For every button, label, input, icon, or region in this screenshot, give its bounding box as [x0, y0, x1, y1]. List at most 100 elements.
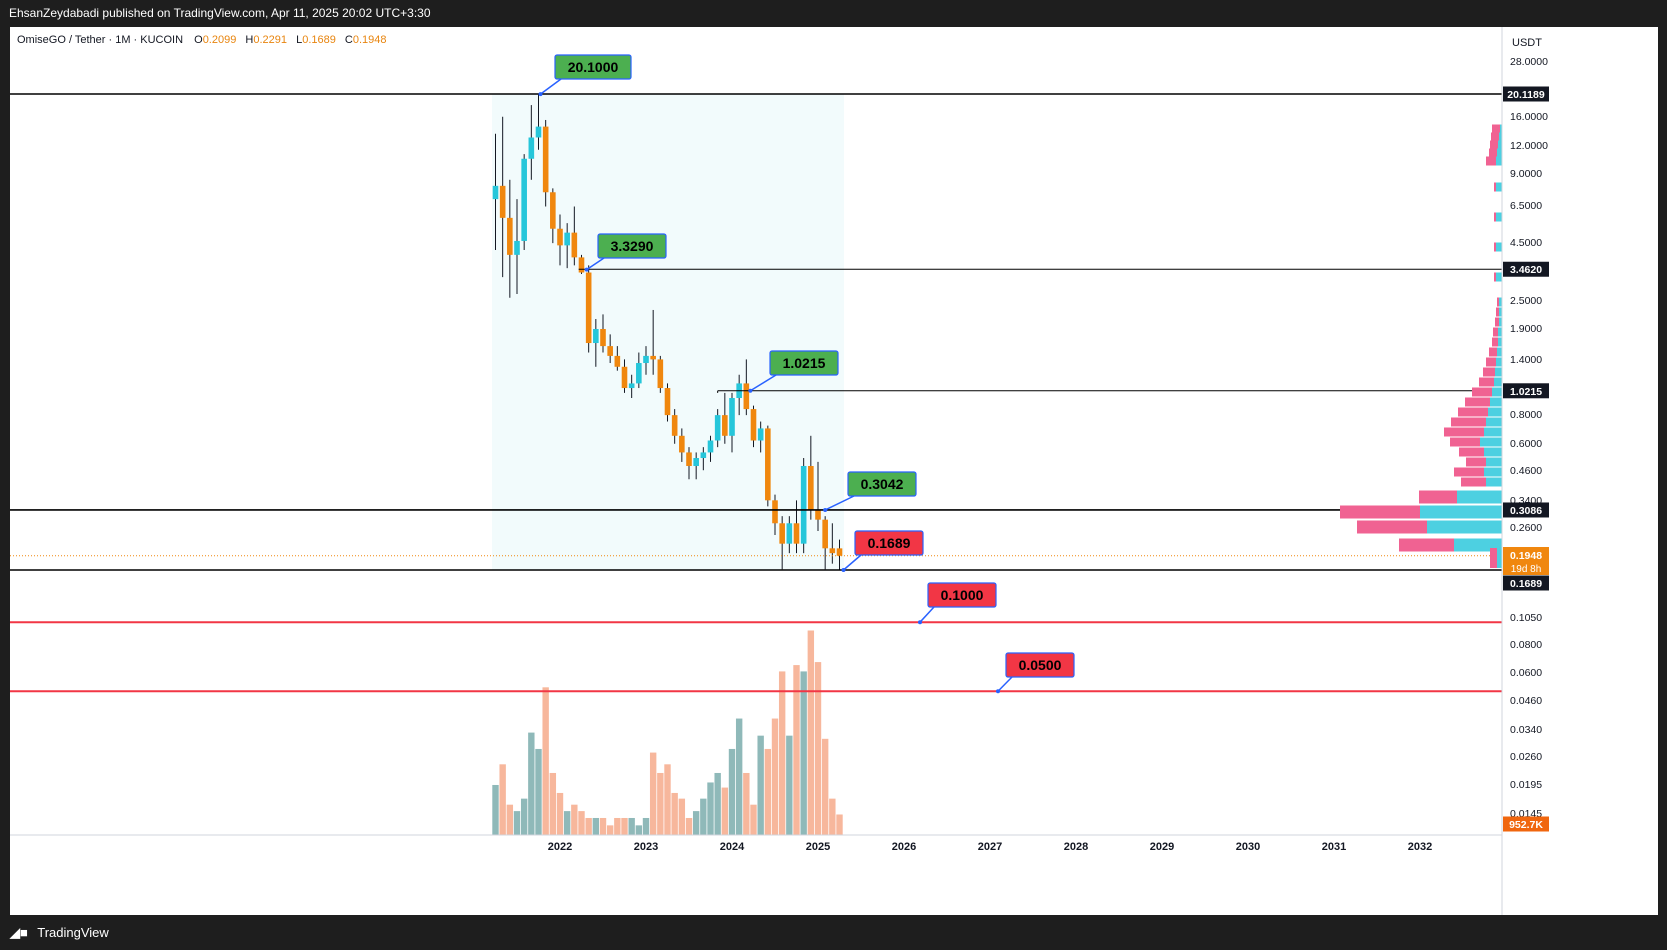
price-tick-label: 0.0195: [1510, 779, 1542, 791]
candle-body[interactable]: [722, 415, 728, 436]
candle-body[interactable]: [507, 217, 513, 255]
last-price-badge[interactable]: 0.1948 19d 8h: [1503, 547, 1549, 575]
brand-name[interactable]: TradingView: [37, 925, 109, 940]
volume-profile-cyan: [1499, 297, 1502, 307]
candle-body[interactable]: [585, 272, 592, 344]
price-tick-label: 0.0460: [1510, 695, 1542, 707]
branding-bar: ◢■ TradingView: [0, 915, 1667, 950]
candle-body[interactable]: [657, 359, 664, 389]
chart-panel[interactable]: 20.1000 3.3290 1.0215 0.3042 0.1689 0.1000 0.0…: [10, 27, 1658, 915]
candle-body[interactable]: [693, 458, 699, 466]
candle-body[interactable]: [757, 428, 764, 441]
candle-body[interactable]: [686, 452, 692, 466]
volume-bar: [628, 817, 635, 835]
volume-bar: [492, 784, 499, 835]
candle-body[interactable]: [743, 383, 750, 410]
candle-body[interactable]: [836, 548, 843, 556]
price-badge-03[interactable]: 0.3086: [1503, 502, 1549, 518]
annotation-anchor: [841, 568, 846, 572]
candle-body[interactable]: [664, 388, 671, 416]
price-badge-low[interactable]: 0.1689: [1503, 575, 1549, 591]
volume-profile-pink: [1491, 132, 1499, 142]
volume-bar: [542, 687, 549, 835]
volume-profile-cyan: [1499, 132, 1502, 142]
candle-body[interactable]: [750, 409, 757, 441]
volume-profile-cyan: [1496, 156, 1502, 166]
price-axis[interactable]: [1502, 27, 1658, 915]
volume-profile-pink: [1458, 407, 1488, 417]
annotation-anchor: [918, 620, 922, 625]
candle-body[interactable]: [707, 440, 714, 453]
price-tick-label: 4.5000: [1510, 237, 1542, 249]
volume-profile-cyan: [1484, 467, 1502, 477]
candle-body[interactable]: [779, 523, 785, 544]
candle-body[interactable]: [492, 185, 499, 200]
candle-body[interactable]: [514, 240, 520, 255]
candle-body[interactable]: [535, 126, 542, 138]
price-annotation[interactable]: 3.3290: [584, 233, 667, 272]
price-annotation[interactable]: 0.1000: [918, 582, 997, 625]
annotation-pointer: [824, 495, 855, 511]
volume-bar: [528, 732, 535, 835]
volume-badge[interactable]: 952.7K: [1503, 816, 1549, 832]
volume-profile-pink: [1444, 427, 1484, 437]
candle-body[interactable]: [700, 452, 707, 459]
volume-profile-pink: [1495, 317, 1499, 327]
volume-bar: [764, 748, 772, 835]
candle-body[interactable]: [621, 366, 628, 389]
volume-bar: [814, 662, 822, 835]
candle-body[interactable]: [793, 523, 800, 544]
candle-body[interactable]: [542, 126, 549, 193]
candle-body[interactable]: [671, 415, 678, 436]
price-badge-20[interactable]: 20.1189: [1503, 86, 1549, 102]
volume-profile-pink: [1494, 242, 1496, 252]
volume-bar: [506, 804, 514, 835]
candle-body[interactable]: [600, 328, 606, 347]
candle-body[interactable]: [714, 415, 721, 441]
candle-body[interactable]: [614, 355, 621, 367]
price-annotation[interactable]: 0.3042: [823, 471, 917, 512]
tradingview-logo-icon[interactable]: ◢■: [10, 925, 28, 940]
candle-body[interactable]: [786, 523, 793, 544]
price-badge-3[interactable]: 3.4620: [1503, 261, 1549, 277]
price-badge-1[interactable]: 1.0215: [1503, 383, 1549, 399]
candle-body[interactable]: [765, 428, 771, 501]
volume-bar: [606, 825, 614, 835]
annotation-anchor: [584, 267, 589, 272]
volume-profile-pink: [1340, 505, 1420, 519]
candle-body[interactable]: [729, 398, 735, 436]
candle-body[interactable]: [829, 548, 836, 554]
candle-body[interactable]: [808, 465, 814, 510]
annotation-pointer: [540, 78, 562, 95]
price-annotation[interactable]: 1.0215: [748, 350, 839, 393]
volume-profile-pink: [1399, 538, 1454, 552]
candle-body[interactable]: [499, 185, 506, 218]
candle-body[interactable]: [528, 137, 535, 159]
candle-body[interactable]: [578, 257, 585, 273]
price-tick-label: 0.0260: [1510, 751, 1542, 763]
candle-body[interactable]: [636, 363, 642, 384]
price-chart[interactable]: 20.1000 3.3290 1.0215 0.3042 0.1689 0.1000 0.0…: [10, 27, 1658, 915]
candle-body[interactable]: [815, 509, 821, 520]
candle-body[interactable]: [628, 383, 635, 389]
candle-body[interactable]: [593, 328, 599, 344]
candle-body[interactable]: [571, 232, 578, 258]
price-annotation[interactable]: 0.0500: [996, 652, 1075, 694]
volume-profile-cyan: [1496, 182, 1502, 192]
candle-body[interactable]: [557, 228, 563, 246]
candle-body[interactable]: [607, 346, 613, 356]
candle-body[interactable]: [564, 232, 570, 246]
candle-body[interactable]: [550, 192, 556, 229]
price-tick-label: 0.0800: [1510, 639, 1542, 651]
volume-bar: [585, 817, 592, 835]
candle-body[interactable]: [822, 519, 828, 549]
candle-body[interactable]: [800, 465, 807, 544]
candle-body[interactable]: [521, 158, 527, 241]
candle-body[interactable]: [679, 435, 685, 453]
candle-body[interactable]: [772, 500, 778, 524]
price-annotation[interactable]: 0.1689: [841, 530, 924, 572]
price-annotation[interactable]: 20.1000: [538, 54, 632, 97]
candle-body[interactable]: [650, 355, 656, 360]
candle-body[interactable]: [643, 355, 649, 364]
annotation-text: 20.1000: [568, 59, 619, 75]
